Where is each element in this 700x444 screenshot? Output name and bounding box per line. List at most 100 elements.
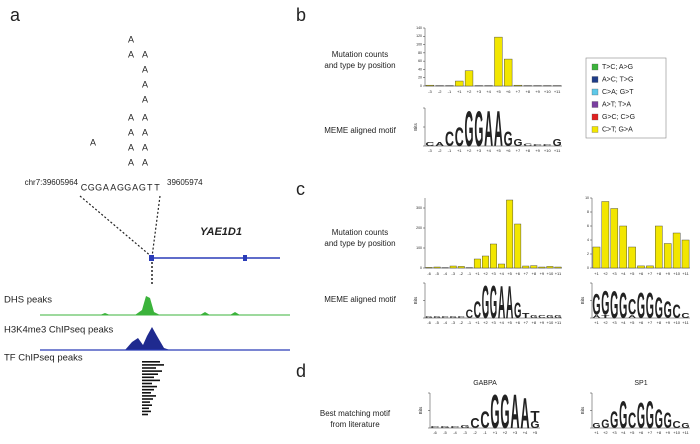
- mutation-letter: A: [128, 49, 134, 59]
- logo-letter: C: [628, 295, 636, 320]
- logo-letter: C: [533, 143, 542, 147]
- x-tick-label: +8: [525, 148, 530, 153]
- x-tick-label: +4: [499, 271, 504, 276]
- bar: [498, 263, 505, 269]
- y-tick-label: 80: [418, 51, 422, 55]
- tf-peak: [142, 404, 152, 406]
- bar: [681, 239, 690, 269]
- logo-letter: G: [681, 421, 690, 430]
- x-tick-label: +8: [532, 320, 537, 325]
- x-tick-label: -1: [448, 89, 452, 94]
- x-tick-label: -3: [451, 320, 455, 325]
- legend-swatch: [591, 76, 599, 83]
- x-tick-label: +9: [665, 430, 670, 435]
- x-tick-label: +2: [603, 271, 608, 276]
- x-tick-label: +6: [506, 148, 511, 153]
- logo-letter: G: [610, 284, 618, 327]
- x-tick-label: -2: [459, 320, 463, 325]
- y-tick-label: 8: [587, 210, 589, 214]
- x-tick-label: -1: [468, 271, 472, 276]
- bar: [538, 266, 546, 269]
- mutation-letter: A: [142, 112, 148, 122]
- logo-letter: G: [655, 404, 663, 434]
- logo-letter: C: [628, 408, 636, 433]
- x-tick-label: +10: [547, 271, 555, 276]
- mutation-letter: A: [142, 94, 148, 104]
- x-tick-label: +11: [555, 320, 562, 325]
- legend-swatch: [591, 63, 599, 71]
- bar: [473, 258, 481, 269]
- mutation-letter: A: [142, 142, 148, 152]
- bar: [514, 223, 522, 269]
- x-tick-label: -1: [448, 148, 452, 153]
- x-tick-label: +4: [486, 148, 491, 153]
- x-tick-label: +5: [507, 320, 512, 325]
- logo-letter: G: [440, 426, 450, 429]
- y-tick-label: 4: [587, 238, 589, 242]
- x-tick-label: -3: [463, 430, 467, 435]
- legend-label: C>A; G>T: [602, 89, 634, 96]
- row-label: MEME aligned motif: [324, 126, 396, 135]
- bar: [457, 266, 465, 269]
- x-tick-label: +11: [682, 320, 689, 325]
- tf-peak: [142, 401, 150, 403]
- tf-peak: [142, 379, 160, 382]
- x-tick-label: +5: [630, 271, 635, 276]
- logo-letter: G: [637, 395, 645, 436]
- logo-letter: C: [543, 143, 552, 147]
- x-tick-label: +9: [540, 271, 545, 276]
- x-tick-label: +5: [507, 271, 512, 276]
- x-tick-label: +1: [475, 271, 480, 276]
- tf-peaks: [142, 361, 164, 416]
- bar: [464, 70, 474, 87]
- sequence-letter: A: [110, 182, 116, 192]
- logo-letter: A: [494, 101, 503, 157]
- legend-swatch: [591, 101, 599, 108]
- bar: [619, 225, 627, 269]
- row-label: and type by position: [324, 61, 395, 70]
- x-tick-label: +3: [513, 430, 518, 435]
- logo-letter: C: [430, 426, 441, 429]
- row-label: Mutation counts: [332, 50, 388, 59]
- x-tick-label: +5: [496, 89, 501, 94]
- logo-letter: G: [646, 285, 654, 326]
- mutation-letter: A: [128, 157, 134, 167]
- tf-peak: [142, 407, 149, 410]
- x-tick-label: +2: [603, 320, 608, 325]
- x-tick-label: +8: [657, 430, 662, 435]
- x-tick-label: +1: [457, 89, 462, 94]
- bar: [522, 265, 530, 269]
- x-tick-label: -4: [453, 430, 457, 435]
- sequence-letter: G: [95, 182, 102, 192]
- y-tick-label: 0: [420, 84, 422, 88]
- x-tick-label: -6: [433, 430, 437, 435]
- logo-letter: G: [504, 128, 513, 151]
- bar: [433, 266, 441, 269]
- logo-letter: A: [498, 276, 505, 328]
- x-tick-label: +11: [554, 148, 561, 153]
- tf-peak: [142, 398, 153, 400]
- mutation-letter: A: [142, 64, 148, 74]
- logo-letter: A: [484, 101, 493, 157]
- tf-peak: [142, 376, 154, 379]
- x-tick-label: +10: [544, 148, 552, 153]
- coordinate: chr7:39605964: [25, 178, 79, 187]
- logo-letter: G: [465, 101, 474, 157]
- sequence-letter: G: [124, 182, 131, 192]
- logo-letter: G: [482, 276, 489, 328]
- logo-letter: G: [474, 101, 483, 157]
- sequence-letter: G: [117, 182, 124, 192]
- logo-letter: G: [601, 417, 609, 431]
- logo-letter: C: [455, 122, 464, 152]
- logo-letter: G: [513, 137, 522, 149]
- logo-letter: C: [425, 142, 434, 148]
- logo-letter: G: [500, 385, 509, 439]
- tf-peak: [142, 413, 148, 416]
- logo-letter: A: [520, 389, 529, 438]
- logo-letter: A: [592, 314, 601, 320]
- tf-peak: [142, 410, 151, 413]
- row-label: MEME aligned motif: [324, 295, 396, 304]
- x-tick-label: +1: [594, 271, 599, 276]
- x-tick-label: -1: [468, 320, 472, 325]
- x-tick-label: +4: [621, 430, 626, 435]
